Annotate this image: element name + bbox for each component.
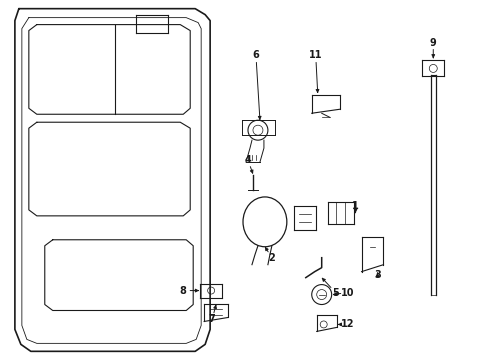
Text: 1: 1 [351, 201, 358, 211]
Text: 7: 7 [208, 314, 215, 324]
Text: 4: 4 [244, 155, 251, 165]
Text: 8: 8 [180, 285, 186, 296]
Text: 9: 9 [429, 37, 436, 48]
Text: 2: 2 [268, 253, 275, 263]
Text: 5: 5 [331, 288, 338, 298]
Text: 12: 12 [340, 319, 354, 329]
Text: 6: 6 [252, 50, 259, 60]
Text: 11: 11 [308, 50, 322, 60]
Text: 10: 10 [340, 288, 354, 298]
Text: 3: 3 [373, 270, 380, 280]
